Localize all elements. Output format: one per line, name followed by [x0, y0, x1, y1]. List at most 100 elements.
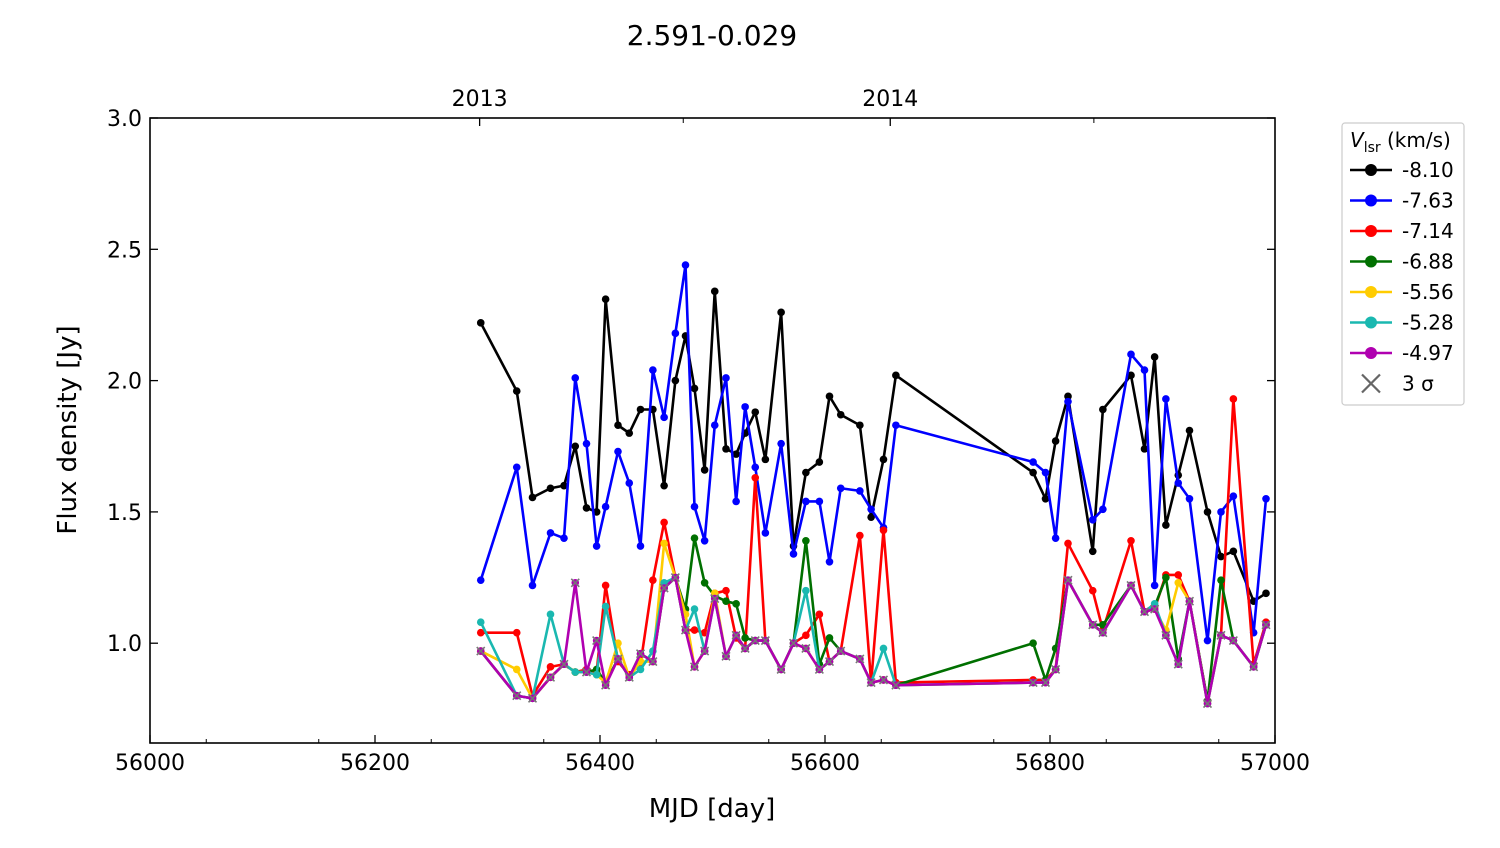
three-sigma-marker — [1051, 664, 1061, 675]
three-sigma-marker — [592, 636, 602, 646]
data-point — [732, 450, 740, 458]
data-point — [582, 504, 591, 512]
data-point — [592, 670, 601, 679]
chart-title: 2.591-0.029 — [627, 19, 797, 52]
data-point — [732, 600, 740, 608]
data-point — [1150, 600, 1159, 608]
y-tick-label: 3.0 — [107, 107, 142, 132]
three-sigma-marker — [740, 643, 750, 654]
three-sigma-marker — [788, 638, 799, 648]
data-point — [1029, 639, 1037, 648]
three-sigma-marker — [891, 680, 901, 690]
data-point — [528, 493, 537, 502]
data-point — [1029, 468, 1037, 477]
data-point — [1064, 539, 1072, 548]
data-point — [690, 626, 699, 634]
data-point — [1203, 636, 1212, 645]
three-sigma-marker — [648, 657, 658, 667]
three-sigma-legend-icon — [1361, 373, 1381, 394]
data-point — [1127, 536, 1135, 545]
plot-frame — [149, 117, 1276, 744]
three-sigma-marker — [710, 594, 720, 604]
three-sigma-marker — [814, 664, 824, 675]
data-point — [1229, 547, 1238, 556]
three-sigma-marker — [1040, 678, 1051, 688]
data-point — [879, 455, 888, 464]
data-point — [825, 392, 834, 401]
data-point — [856, 531, 864, 540]
data-point — [671, 329, 680, 338]
top-year-label: 2014 — [862, 87, 918, 112]
data-point — [1150, 353, 1159, 361]
y-tick-label: 1.5 — [107, 501, 142, 526]
data-point — [601, 602, 610, 611]
y-axis-label: Flux density [Jy] — [53, 325, 83, 534]
three-sigma-marker — [476, 646, 486, 656]
x-tick-label: 56200 — [340, 751, 410, 776]
data-point — [722, 586, 730, 595]
three-sigma-marker — [680, 625, 691, 635]
data-point — [856, 487, 864, 495]
data-point — [476, 618, 485, 627]
data-point — [690, 534, 699, 542]
data-point — [660, 518, 668, 527]
data-point — [1162, 395, 1170, 403]
legend-marker — [1365, 316, 1377, 329]
data-point — [1262, 494, 1270, 503]
data-point — [546, 484, 555, 493]
three-sigma-marker — [670, 572, 680, 583]
data-point — [751, 473, 760, 482]
data-point — [476, 628, 485, 637]
data-point — [722, 374, 730, 382]
data-point — [761, 455, 770, 464]
data-point — [512, 463, 521, 472]
data-point — [560, 534, 568, 542]
legend-marker — [1365, 286, 1377, 298]
data-point — [1041, 468, 1050, 477]
legend-label: -8.10 — [1402, 158, 1454, 182]
three-sigma-marker — [1028, 678, 1038, 688]
data-point — [660, 481, 668, 490]
three-sigma-marker — [689, 662, 700, 672]
data-point — [710, 421, 719, 430]
legend-title: Vlsr (km/s) — [1350, 128, 1451, 156]
data-point — [732, 497, 740, 506]
data-point — [1088, 515, 1097, 524]
legend-box — [1341, 122, 1465, 406]
data-point — [879, 526, 888, 535]
x-tick-label: 56600 — [790, 751, 860, 776]
data-point — [1140, 366, 1149, 374]
legend-label: -7.14 — [1402, 219, 1454, 243]
data-point — [546, 663, 555, 671]
data-point — [777, 308, 785, 317]
three-sigma-marker — [1202, 699, 1213, 709]
data-point — [546, 529, 555, 537]
data-point — [512, 665, 521, 674]
three-sigma-marker — [512, 691, 522, 701]
data-point — [614, 639, 622, 648]
legend-label-3sigma: 3 σ — [1402, 372, 1434, 396]
three-sigma-marker — [1261, 620, 1271, 630]
data-point — [512, 387, 521, 395]
three-sigma-marker — [1063, 575, 1073, 585]
data-point — [815, 497, 824, 506]
data-point — [1088, 547, 1097, 556]
three-sigma-marker — [601, 680, 611, 690]
data-point — [476, 576, 485, 584]
three-sigma-marker — [635, 649, 646, 659]
data-point — [1185, 426, 1194, 435]
data-point — [528, 581, 537, 590]
data-point — [879, 644, 888, 653]
three-sigma-marker — [1088, 620, 1098, 630]
data-point — [836, 484, 845, 493]
three-sigma-marker — [559, 659, 569, 669]
x-tick-label: 56000 — [115, 751, 185, 776]
data-point — [571, 374, 580, 382]
legend-marker — [1365, 255, 1377, 268]
three-sigma-marker — [700, 646, 710, 656]
three-sigma-marker — [776, 664, 786, 675]
data-point — [856, 421, 864, 430]
data-point — [671, 376, 680, 385]
data-point — [636, 542, 645, 550]
data-point — [700, 579, 709, 587]
